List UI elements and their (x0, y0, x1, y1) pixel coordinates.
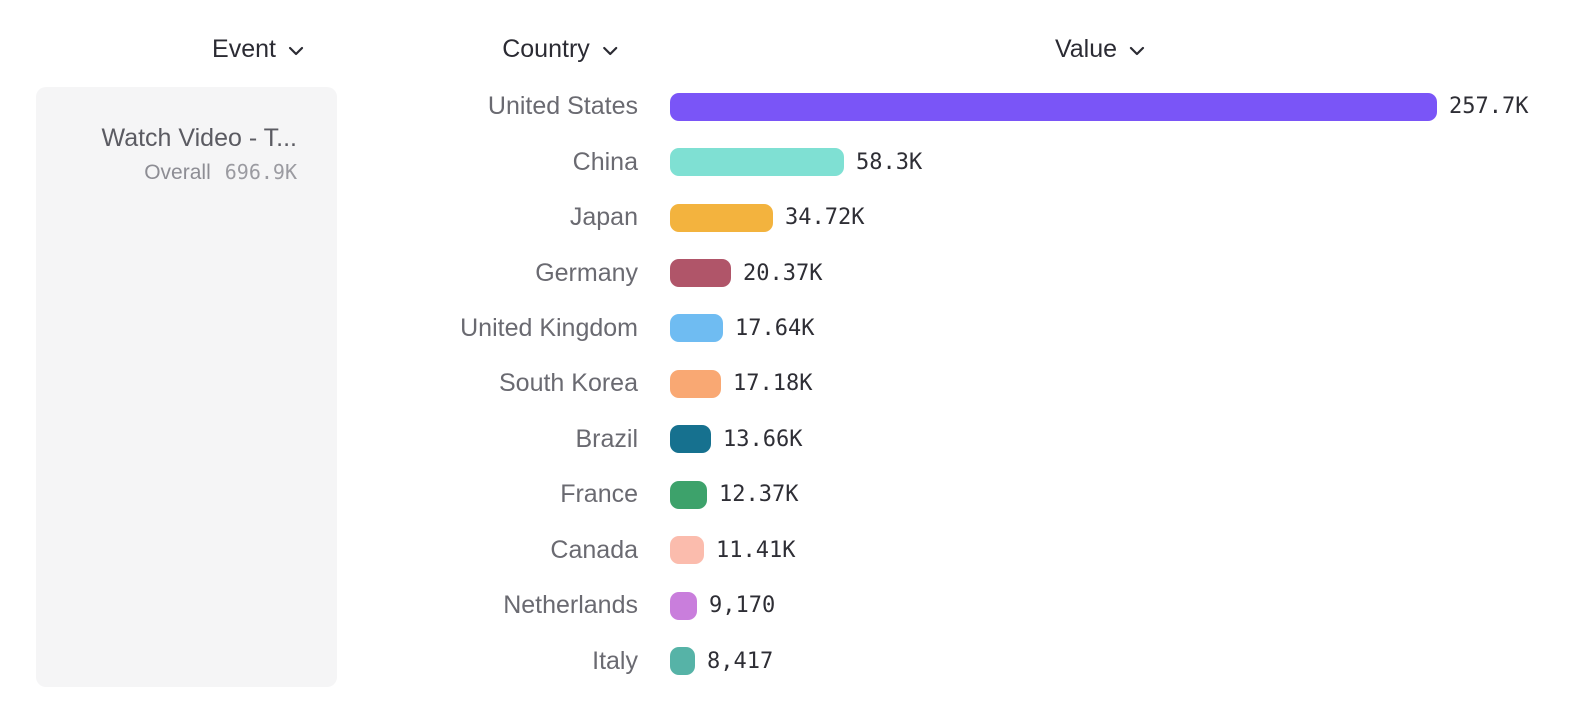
country-label: South Korea (499, 369, 638, 398)
value-label: 12.37K (719, 482, 799, 508)
chart-row: Germany 20.37K (0, 245, 1584, 300)
bar-chart: United States 257.7K China 58.3K Japan 3… (0, 79, 1584, 689)
value-label: 11.41K (716, 537, 796, 563)
value-bar[interactable] (670, 203, 773, 232)
value-label: 13.66K (723, 426, 803, 452)
chart-row: Netherlands 9,170 (0, 578, 1584, 633)
value-bar[interactable] (670, 591, 697, 620)
value-bar[interactable] (670, 647, 695, 676)
chevron-down-icon (1129, 46, 1145, 56)
chevron-down-icon (288, 46, 304, 56)
event-overall-value: 696.9K (224, 160, 297, 184)
value-bar[interactable] (670, 425, 711, 454)
chart-row: France 12.37K (0, 467, 1584, 522)
event-column-header-label: Event (212, 34, 276, 63)
value-label: 257.7K (1449, 94, 1529, 120)
value-bar[interactable] (670, 92, 1437, 121)
value-column-header[interactable]: Value (1055, 33, 1145, 65)
value-label: 17.64K (735, 315, 815, 341)
event-overall-label: Overall (144, 161, 211, 184)
value-label: 20.37K (743, 260, 823, 286)
value-bar[interactable] (670, 259, 731, 288)
event-card[interactable]: Watch Video - T... Overall 696.9K (36, 87, 337, 687)
value-bar[interactable] (670, 536, 704, 565)
chart-row: South Korea 17.18K (0, 356, 1584, 411)
value-label: 34.72K (785, 205, 865, 231)
chart-row: United States 257.7K (0, 79, 1584, 134)
country-label: China (572, 147, 638, 176)
chart-row: United Kingdom 17.64K (0, 301, 1584, 356)
country-label: Brazil (575, 424, 638, 453)
country-column-header[interactable]: Country (502, 33, 618, 65)
chart-row: Japan 34.72K (0, 190, 1584, 245)
country-label: Netherlands (503, 591, 638, 620)
value-label: 8,417 (707, 648, 774, 674)
event-column-header[interactable]: Event (212, 33, 304, 65)
value-label: 58.3K (856, 149, 923, 175)
value-bar[interactable] (670, 314, 723, 343)
value-label: 9,170 (709, 593, 776, 619)
value-column-header-label: Value (1054, 34, 1118, 63)
country-label: United Kingdom (460, 313, 638, 342)
country-label: United States (487, 92, 638, 121)
value-bar[interactable] (670, 369, 721, 398)
country-label: Japan (569, 203, 638, 232)
country-label: France (560, 480, 638, 509)
event-overall-row: Overall 696.9K (102, 160, 297, 185)
value-bar[interactable] (670, 480, 707, 509)
country-label: Germany (535, 258, 638, 287)
value-label: 17.18K (733, 371, 813, 397)
event-card-text: Watch Video - T... Overall 696.9K (102, 123, 297, 185)
country-label: Canada (550, 535, 638, 564)
chart-row: Italy 8,417 (0, 633, 1584, 688)
country-label: Italy (592, 646, 638, 675)
value-bar[interactable] (670, 148, 844, 177)
chart-row: Canada 11.41K (0, 523, 1584, 578)
event-title: Watch Video - T... (101, 124, 297, 152)
chart-row: Brazil 13.66K (0, 412, 1584, 467)
country-column-header-label: Country (502, 34, 590, 63)
chevron-down-icon (602, 46, 618, 56)
chart-row: China 58.3K (0, 134, 1584, 189)
